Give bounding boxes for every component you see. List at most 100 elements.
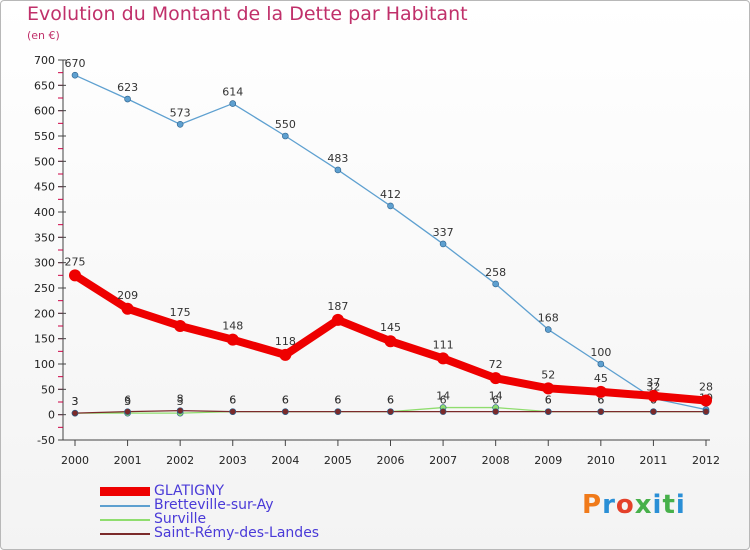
x-tick-label: 2008 — [482, 454, 510, 467]
y-tick-label: 300 — [34, 257, 55, 270]
data-point — [124, 408, 131, 415]
data-label: 8 — [177, 393, 184, 406]
y-tick-label: 550 — [34, 130, 55, 143]
data-label: 573 — [170, 106, 191, 119]
data-label: 6 — [124, 394, 131, 407]
data-point — [176, 121, 184, 128]
y-tick-label: 600 — [34, 105, 55, 118]
data-label: 483 — [327, 152, 348, 165]
data-point — [176, 407, 184, 414]
data-point — [387, 202, 394, 210]
legend-swatch — [100, 505, 150, 507]
brand-letter: P — [582, 490, 603, 520]
data-point — [700, 394, 712, 407]
data-label: 14 — [489, 390, 503, 403]
y-tick-label: 350 — [34, 231, 55, 244]
data-label: 258 — [485, 266, 506, 279]
data-label: 670 — [65, 57, 86, 70]
series-line — [74, 74, 707, 411]
x-tick-label: 2011 — [639, 454, 667, 467]
data-label: 6 — [387, 394, 394, 407]
legend-label: GLATIGNY — [154, 483, 225, 499]
brand-letter: t — [662, 490, 676, 520]
legend-label: Surville — [154, 511, 207, 527]
legend-label: Bretteville-sur-Ay — [154, 497, 274, 513]
data-point — [439, 408, 447, 415]
x-tick-label: 2000 — [61, 454, 89, 467]
data-point — [647, 389, 660, 402]
chart-subtitle: (en €) — [27, 29, 60, 42]
y-tick-label: 250 — [34, 282, 55, 295]
data-point — [702, 408, 710, 415]
data-point — [597, 360, 605, 368]
x-tick-label: 2012 — [692, 454, 720, 467]
x-tick-label: 2002 — [166, 454, 194, 467]
legend-swatch — [100, 487, 150, 496]
data-label: 72 — [489, 358, 503, 371]
data-point — [334, 166, 342, 174]
data-point — [331, 313, 344, 326]
brand-letter: o — [615, 490, 635, 520]
y-tick-label: -50 — [37, 434, 55, 447]
data-label: 275 — [65, 255, 86, 268]
y-tick-label: 400 — [34, 206, 55, 219]
data-label: 100 — [590, 346, 611, 359]
data-label: 209 — [117, 289, 138, 302]
y-tick-label: 150 — [34, 333, 55, 346]
data-point — [492, 280, 499, 288]
x-tick-label: 2009 — [534, 454, 562, 467]
data-label: 6 — [440, 394, 447, 407]
data-point — [229, 100, 237, 107]
data-label: 3 — [124, 395, 131, 408]
data-label: 623 — [117, 81, 138, 94]
y-tick-label: 500 — [34, 155, 55, 168]
data-label: 52 — [541, 368, 555, 381]
data-point — [594, 385, 607, 398]
x-tick-label: 2001 — [114, 454, 142, 467]
data-point — [69, 269, 81, 282]
data-label: 6 — [597, 394, 604, 407]
data-point — [174, 320, 187, 332]
data-label: 6 — [545, 394, 552, 407]
data-label: 145 — [380, 321, 401, 334]
x-tick-label: 2005 — [324, 454, 352, 467]
data-label: 3 — [72, 395, 79, 408]
data-label: 6 — [282, 394, 289, 407]
x-tick-label: 2006 — [377, 454, 405, 467]
data-label: 32 — [646, 380, 660, 393]
data-point — [489, 372, 502, 385]
data-point — [439, 240, 447, 248]
data-label: 111 — [433, 338, 454, 351]
brand-logo: Proxiti — [582, 490, 686, 520]
data-label: 45 — [594, 372, 608, 385]
data-point — [544, 326, 552, 333]
brand-letter: i — [675, 490, 686, 520]
data-point — [226, 333, 239, 346]
x-tick-label: 2010 — [587, 454, 615, 467]
data-label: 6 — [229, 394, 236, 407]
x-tick-label: 2007 — [429, 454, 457, 467]
y-tick-label: 50 — [41, 383, 55, 396]
data-label: 6 — [597, 394, 604, 407]
data-label: 6 — [545, 394, 552, 407]
data-point — [544, 408, 552, 415]
data-point — [492, 408, 499, 415]
data-label: 6 — [334, 394, 341, 407]
data-point — [437, 352, 450, 365]
brand-letter: r — [602, 490, 616, 520]
data-label: 118 — [275, 335, 296, 348]
data-label: 6 — [229, 394, 236, 407]
brand-letter: x — [634, 490, 653, 520]
data-label: 168 — [538, 312, 559, 325]
data-label: 6 — [492, 394, 499, 407]
series-saint-r-my-des-landes: 3686666666666 — [72, 393, 710, 417]
data-label: 37 — [646, 376, 660, 389]
data-label: 14 — [436, 390, 450, 403]
data-label: 28 — [699, 380, 713, 393]
x-tick-label: 2004 — [271, 454, 299, 467]
data-point — [650, 408, 657, 415]
y-tick-label: 450 — [34, 181, 55, 194]
legend-swatch — [100, 533, 150, 535]
